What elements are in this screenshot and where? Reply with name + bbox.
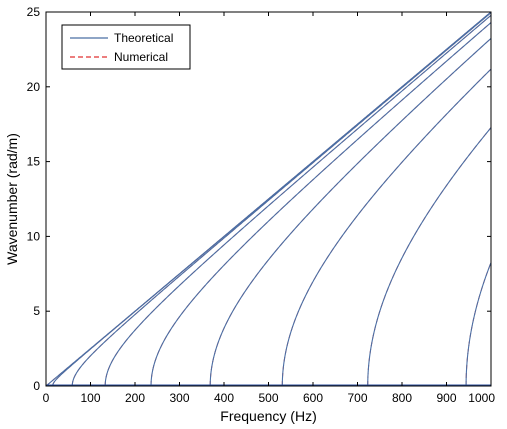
y-tick-label: 25 xyxy=(27,5,41,19)
x-axis-label: Frequency (Hz) xyxy=(220,408,316,424)
x-tick-label: 300 xyxy=(169,391,189,405)
x-tick-label: 600 xyxy=(303,391,323,405)
theoretical-mode-5 xyxy=(209,37,491,386)
y-tick-label: 5 xyxy=(33,304,40,318)
x-tick-label: 700 xyxy=(347,391,367,405)
y-tick-label: 15 xyxy=(27,155,41,169)
x-tick-label: 100 xyxy=(80,391,100,405)
theoretical-mode-2 xyxy=(71,12,491,386)
x-tick-label: 500 xyxy=(258,391,278,405)
theoretical-series xyxy=(46,12,491,386)
legend-label-theoretical: Theoretical xyxy=(114,31,173,45)
x-tick-label: 200 xyxy=(125,391,145,405)
theoretical-mode-7 xyxy=(367,127,491,386)
x-tick-label: 800 xyxy=(392,391,412,405)
y-tick-label: 20 xyxy=(27,80,41,94)
legend-box xyxy=(61,24,191,70)
legend: Theoretical Numerical xyxy=(61,24,191,70)
y-tick-label: 0 xyxy=(33,379,40,393)
x-axis: 0 100 200 300 400 500 600 700 800 900 1000 xyxy=(43,12,495,405)
theoretical-mode-8 xyxy=(465,262,491,386)
y-tick-label: 10 xyxy=(27,229,41,243)
theoretical-mode-4 xyxy=(150,22,491,386)
theoretical-mode-3 xyxy=(104,14,491,386)
x-tick-label: 0 xyxy=(43,391,50,405)
legend-label-numerical: Numerical xyxy=(114,50,168,64)
theoretical-mode-6 xyxy=(281,68,491,386)
y-axis: 0 5 10 15 20 25 xyxy=(27,5,491,393)
y-axis-label: Wavenumber (rad/m) xyxy=(4,133,20,265)
theoretical-mode-1 xyxy=(52,12,491,386)
x-tick-label: 900 xyxy=(436,391,456,405)
x-tick-label: 400 xyxy=(214,391,234,405)
x-tick-label: 1000 xyxy=(468,391,495,405)
